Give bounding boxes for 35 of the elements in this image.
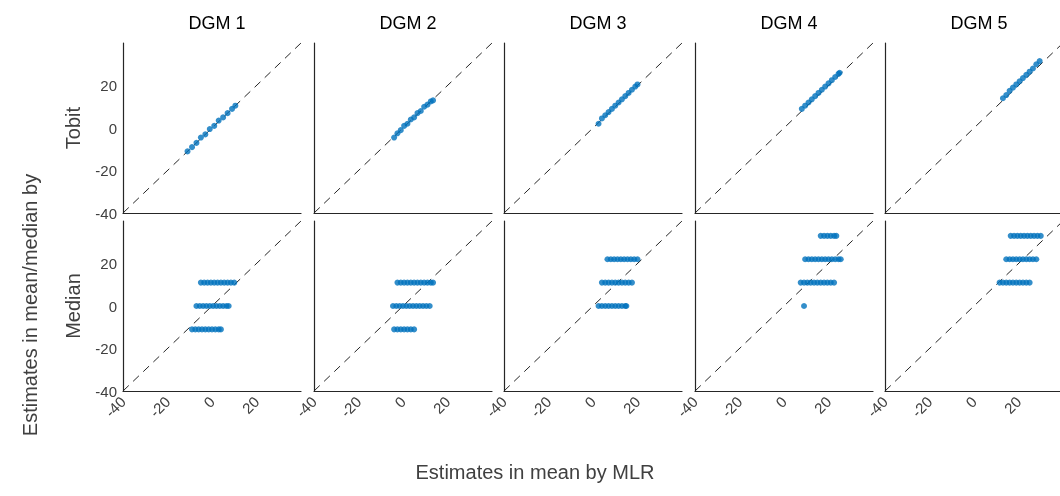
chart-title: DGM 3 <box>569 13 627 33</box>
x-tick-label: -40 <box>673 392 701 421</box>
x-tick-label: 20 <box>1000 392 1025 417</box>
y-tick-label: 0 <box>108 297 117 315</box>
x-tick-label: 20 <box>238 392 263 417</box>
x-tick-label: -20 <box>908 392 936 421</box>
x-tick-label: -40 <box>292 392 320 421</box>
x-axis-title: Estimates in mean by MLR <box>415 460 655 484</box>
x-tick-label: -20 <box>527 392 555 421</box>
y-tick-label: 20 <box>100 255 117 272</box>
chart-title: DGM 2 <box>378 13 437 33</box>
x-tick-label: -40 <box>482 392 511 421</box>
x-tick-label: -20 <box>717 392 746 421</box>
chart-title: DGM 4 <box>759 13 818 33</box>
y-tick-label: 0 <box>108 119 117 137</box>
x-tick-label: 0 <box>771 392 790 411</box>
y-tick-label: -40 <box>95 204 117 222</box>
y-axis-title: Median <box>62 273 84 339</box>
x-tick-label: 20 <box>810 392 835 417</box>
x-tick-label: -20 <box>336 392 365 421</box>
x-tick-label: 0 <box>962 392 981 411</box>
x-tick-label: -20 <box>146 392 174 421</box>
text: Estimates in mean/median by <box>18 173 42 437</box>
y-tick-label: -20 <box>95 340 117 357</box>
x-tick-label: 20 <box>429 392 454 417</box>
chart-title: DGM 1 <box>188 13 246 33</box>
x-tick-label: 0 <box>390 392 409 411</box>
chart-title: DGM 5 <box>950 13 1008 33</box>
y-tick-label: 20 <box>100 77 117 94</box>
x-tick-label: 0 <box>581 392 600 411</box>
x-tick-label: 0 <box>200 392 219 411</box>
y-axis-title: Tobit <box>62 106 84 150</box>
y-tick-label: -20 <box>95 162 117 179</box>
x-tick-label: -40 <box>863 392 892 421</box>
x-tick-label: 20 <box>619 392 644 417</box>
